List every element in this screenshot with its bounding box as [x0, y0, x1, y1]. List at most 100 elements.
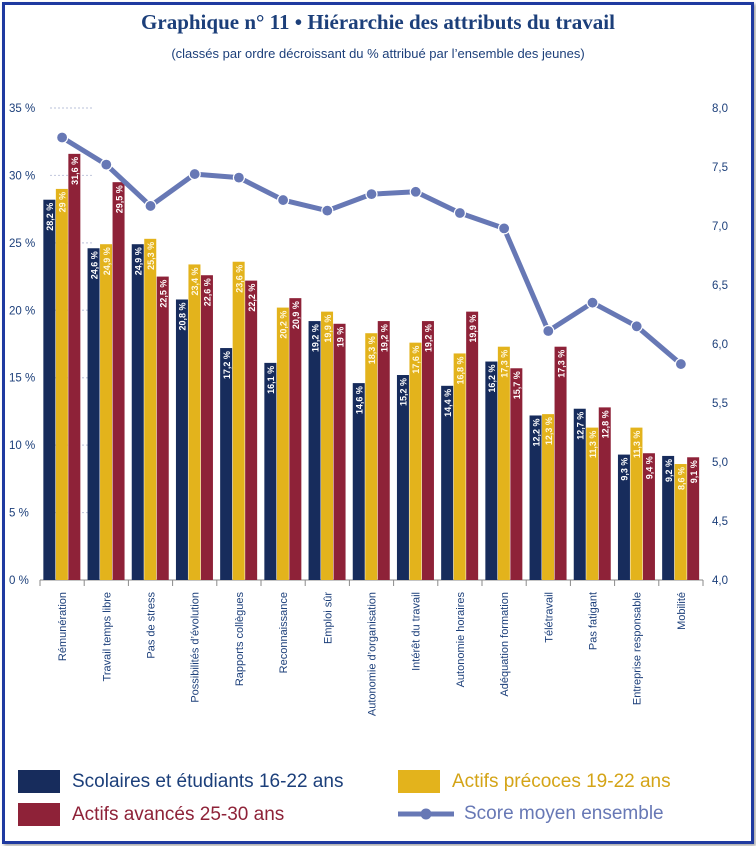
legend-item: Score moyen ensemble — [398, 803, 664, 825]
line-point — [674, 357, 688, 371]
bar — [308, 321, 321, 580]
bar-value-label: 19 % — [335, 327, 345, 348]
y-tick-left: 0 % — [9, 575, 29, 587]
bar — [220, 348, 233, 580]
x-tick-label: Autonomie horaires — [455, 592, 467, 688]
line-point — [542, 324, 555, 338]
bar-value-label: 24,6 % — [89, 251, 99, 279]
bar — [68, 153, 81, 580]
bar-value-label: 12,3 % — [544, 417, 554, 445]
legend-swatch — [398, 770, 440, 793]
bar — [466, 311, 479, 580]
bar-value-label: 8,6 % — [676, 467, 686, 490]
bar — [409, 342, 422, 580]
legend-swatch — [398, 804, 454, 824]
bar — [554, 346, 567, 580]
bar — [188, 264, 201, 580]
bar — [421, 321, 434, 580]
bar-value-label: 22,2 % — [247, 284, 257, 312]
line-point — [144, 199, 157, 213]
bar-value-label: 11,3 % — [632, 431, 642, 459]
y-tick-left: 25 % — [9, 238, 35, 250]
x-tick-label: Rapports collègues — [234, 592, 246, 687]
bar — [687, 457, 700, 580]
y-tick-left: 30 % — [9, 170, 35, 182]
bar-value-label: 25,3 % — [146, 242, 156, 270]
y-tick-right: 6,5 — [712, 280, 728, 292]
bar — [264, 362, 277, 580]
y-tick-right: 7,0 — [712, 221, 728, 233]
bar-value-label: 23,4 % — [190, 267, 200, 295]
bar — [529, 415, 542, 580]
bar — [662, 455, 675, 580]
bar — [542, 414, 555, 580]
x-tick-label: Télétravail — [543, 592, 555, 643]
bar — [156, 276, 169, 580]
y-tick-left: 20 % — [9, 305, 35, 317]
x-tick-label: Rémunération — [57, 592, 69, 661]
bar — [617, 454, 630, 580]
bar — [245, 280, 258, 580]
bar — [200, 275, 213, 580]
bar-value-label: 17,6 % — [411, 346, 421, 374]
bar-value-label: 22,6 % — [203, 278, 213, 306]
bar — [43, 199, 56, 580]
bar-value-label: 19,2 % — [380, 324, 390, 352]
x-tick-label: Intérêt du travail — [411, 592, 423, 671]
bar — [352, 383, 365, 580]
bar-value-label: 9,3 % — [620, 458, 630, 481]
bar-value-label: 9,4 % — [645, 456, 655, 479]
y-tick-left: 10 % — [9, 440, 35, 452]
x-tick-label: Pas fatigant — [588, 592, 600, 650]
bar — [630, 427, 643, 580]
bar — [510, 368, 523, 580]
bar-value-label: 24,9 % — [134, 247, 144, 275]
bar — [485, 361, 498, 580]
bar — [333, 323, 346, 580]
line-point — [100, 158, 113, 171]
legend-swatch — [18, 770, 60, 793]
bar-value-label: 17,3 % — [500, 350, 510, 378]
bar-value-label: 29 % — [58, 192, 68, 213]
bar-value-label: 24,9 % — [102, 247, 112, 275]
bar — [497, 346, 510, 580]
line-point — [498, 222, 511, 235]
bar-value-label: 31,6 % — [70, 157, 80, 185]
y-tick-right: 8,0 — [712, 103, 728, 115]
bar — [365, 333, 378, 580]
bar — [586, 427, 599, 580]
y-tick-right: 4,5 — [712, 516, 728, 528]
bar — [377, 321, 390, 580]
line-point — [277, 193, 290, 207]
bar-value-label: 12,8 % — [601, 410, 611, 438]
line-point — [321, 204, 334, 217]
bar — [232, 261, 245, 580]
bar — [144, 238, 157, 580]
bar-value-label: 18,3 % — [367, 336, 377, 364]
bar-value-label: 9,2 % — [664, 459, 674, 482]
bar-value-label: 15,7 % — [512, 371, 522, 399]
bar-value-label: 19,2 % — [424, 324, 434, 352]
bar — [674, 464, 687, 580]
x-tick-label: Entreprise responsable — [632, 592, 644, 705]
legend-label: Actifs avancés 25-30 ans — [72, 803, 285, 825]
bar-value-label: 14,6 % — [355, 386, 365, 414]
bar-value-label: 15,2 % — [399, 378, 409, 406]
bar — [112, 182, 125, 580]
bar-value-label: 28,2 % — [45, 203, 55, 231]
bar — [175, 299, 188, 580]
x-tick-label: Adéquation formation — [499, 592, 511, 697]
bar-value-label: 19,9 % — [323, 315, 333, 343]
bar — [642, 453, 655, 580]
chart-subtitle: (classés par ordre décroissant du % attr… — [171, 46, 585, 61]
bar — [396, 375, 409, 580]
y-tick-left: 5 % — [9, 508, 29, 520]
bar — [131, 244, 144, 580]
bar-value-label: 16,2 % — [487, 365, 497, 393]
bar-value-label: 20,8 % — [178, 302, 188, 330]
bar — [55, 188, 68, 580]
bar-value-label: 17,2 % — [222, 351, 232, 379]
y-tick-right: 5,0 — [712, 457, 728, 469]
bar — [100, 244, 113, 580]
line-point — [365, 188, 378, 201]
